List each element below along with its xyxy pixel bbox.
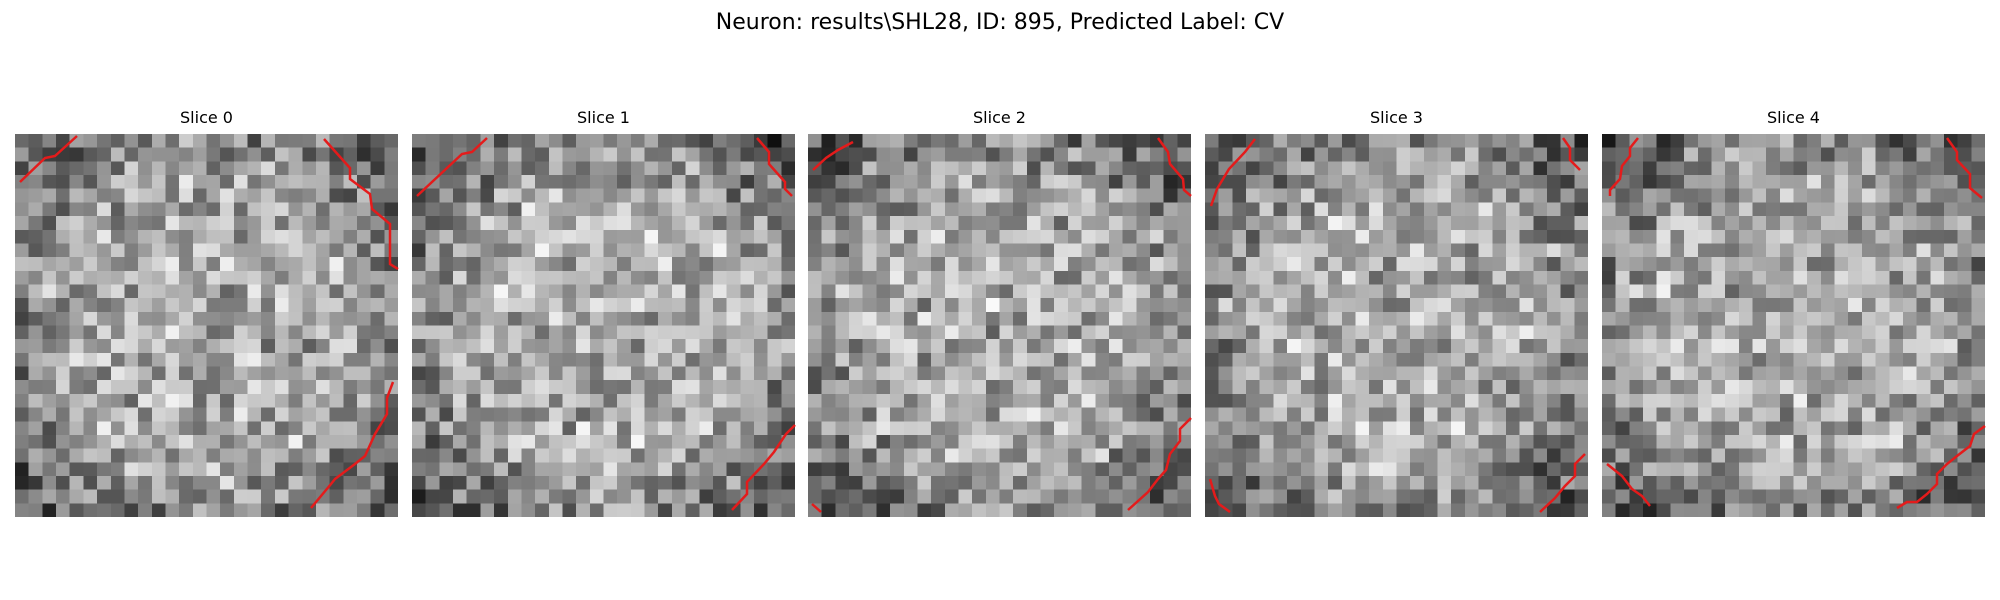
contour-line [1208, 478, 1231, 514]
contour-overlay-2 [811, 137, 1192, 513]
contour-line [756, 137, 793, 197]
slice-title-3: Slice 3 [1370, 108, 1423, 127]
contour-line [1608, 137, 1639, 196]
slice-title-4: Slice 4 [1767, 108, 1820, 127]
contour-overlay-1 [416, 137, 796, 511]
contour-line [1606, 463, 1651, 507]
contour-overlay-3 [1208, 137, 1586, 514]
contour-line [1896, 424, 1986, 510]
contour-line [1561, 137, 1581, 171]
contour-line [323, 138, 399, 271]
contour-line [1127, 417, 1192, 511]
contour-line [1156, 137, 1192, 197]
slice-title-0: Slice 0 [180, 108, 233, 127]
slice-image-4 [1602, 134, 1985, 517]
slice-panel-3: Slice 3 [1205, 108, 1588, 517]
slice-panel-0: Slice 0 [15, 108, 399, 517]
slice-image-0 [15, 134, 398, 517]
contour-line [1539, 453, 1586, 513]
slice-title-2: Slice 2 [973, 108, 1026, 127]
contour-line [1209, 138, 1256, 207]
slice-image-1 [412, 134, 795, 517]
slice-panel-1: Slice 1 [412, 108, 796, 517]
slice-title-1: Slice 1 [577, 108, 630, 127]
contour-line [731, 424, 796, 511]
figure-title: Neuron: results\SHL28, ID: 895, Predicte… [715, 10, 1285, 35]
slice-panel-2: Slice 2 [808, 108, 1192, 517]
slice-image-2 [808, 134, 1191, 517]
contour-line [1945, 137, 1983, 199]
contour-line [310, 381, 395, 509]
contour-line [811, 503, 822, 513]
contour-line [416, 137, 488, 197]
slice-image-3 [1205, 134, 1588, 517]
contour-overlay-0 [19, 135, 399, 509]
contour-line [19, 135, 78, 183]
contour-line [812, 140, 854, 171]
slice-panel-4: Slice 4 [1602, 108, 1986, 517]
contour-overlay-4 [1606, 137, 1986, 510]
